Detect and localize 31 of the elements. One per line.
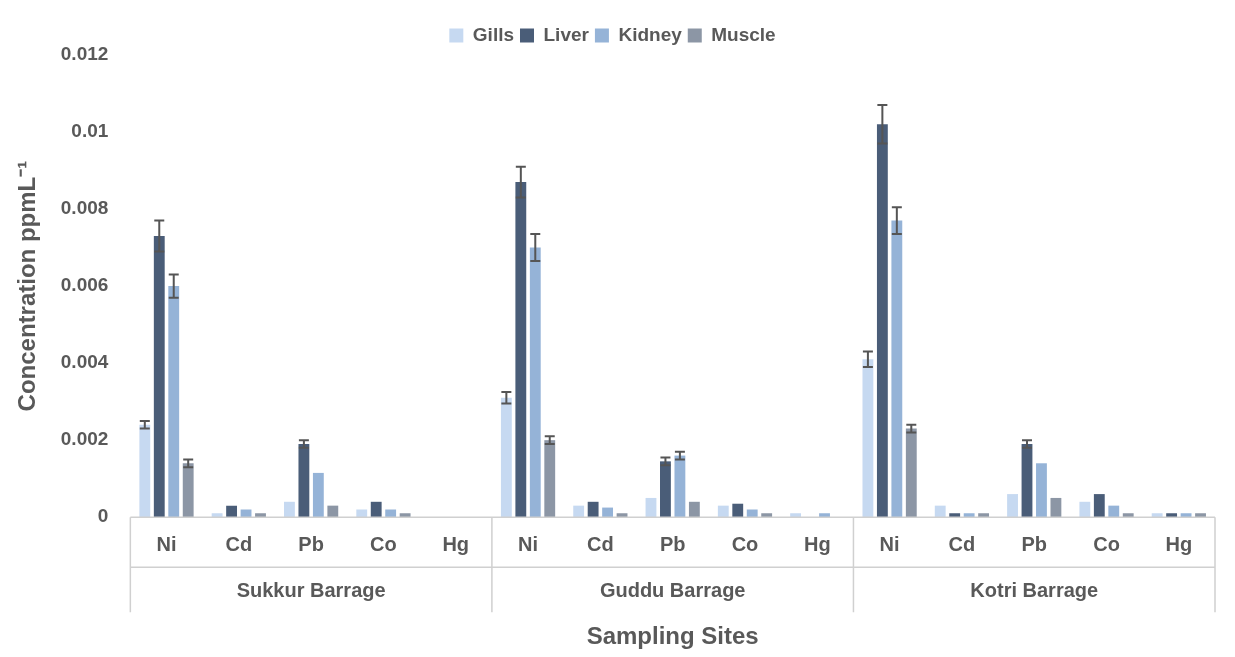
- x-tick-label: Co: [370, 532, 397, 555]
- legend-label: Liver: [543, 23, 590, 45]
- text: Kotri Barrage: [970, 578, 1099, 601]
- y-tick-label: 0.008: [60, 197, 109, 219]
- x-tick-label: Ni: [156, 532, 177, 555]
- x-tick-label: Pb: [1021, 532, 1048, 555]
- legend-label: Gills: [472, 23, 515, 45]
- y-tick-label: 0.01: [71, 120, 109, 142]
- x-tick-label: Ni: [879, 532, 900, 555]
- text: Guddu Barrage: [599, 578, 746, 601]
- x-tick-label: Co: [731, 532, 759, 555]
- y-tick-label: 0.002: [60, 428, 109, 450]
- legend-label: Muscle: [711, 23, 776, 45]
- text: Sukkur Barrage: [236, 578, 386, 601]
- x-axis-title: Sampling Sites: [586, 622, 759, 650]
- x-tick-label: Hg: [1165, 532, 1193, 555]
- x-tick-label: Ni: [518, 532, 539, 555]
- x-tick-label: Cd: [587, 532, 614, 555]
- x-tick-label: Cd: [948, 532, 976, 555]
- x-tick-label: Pb: [298, 532, 324, 555]
- y-tick-label: 0: [97, 505, 109, 527]
- x-tick-label: Hg: [442, 532, 470, 555]
- x-tick-label: Co: [1093, 532, 1120, 555]
- y-axis-title: Concentration ppmL⁻¹: [13, 160, 41, 412]
- legend-label: Kidney: [618, 23, 683, 45]
- x-tick-label: Hg: [803, 532, 831, 555]
- x-tick-label: Pb: [659, 532, 686, 555]
- y-tick-label: 0.004: [60, 351, 109, 373]
- y-tick-label: 0.006: [60, 274, 109, 296]
- y-tick-label: 0.012: [60, 43, 109, 65]
- x-tick-label: Cd: [225, 532, 253, 555]
